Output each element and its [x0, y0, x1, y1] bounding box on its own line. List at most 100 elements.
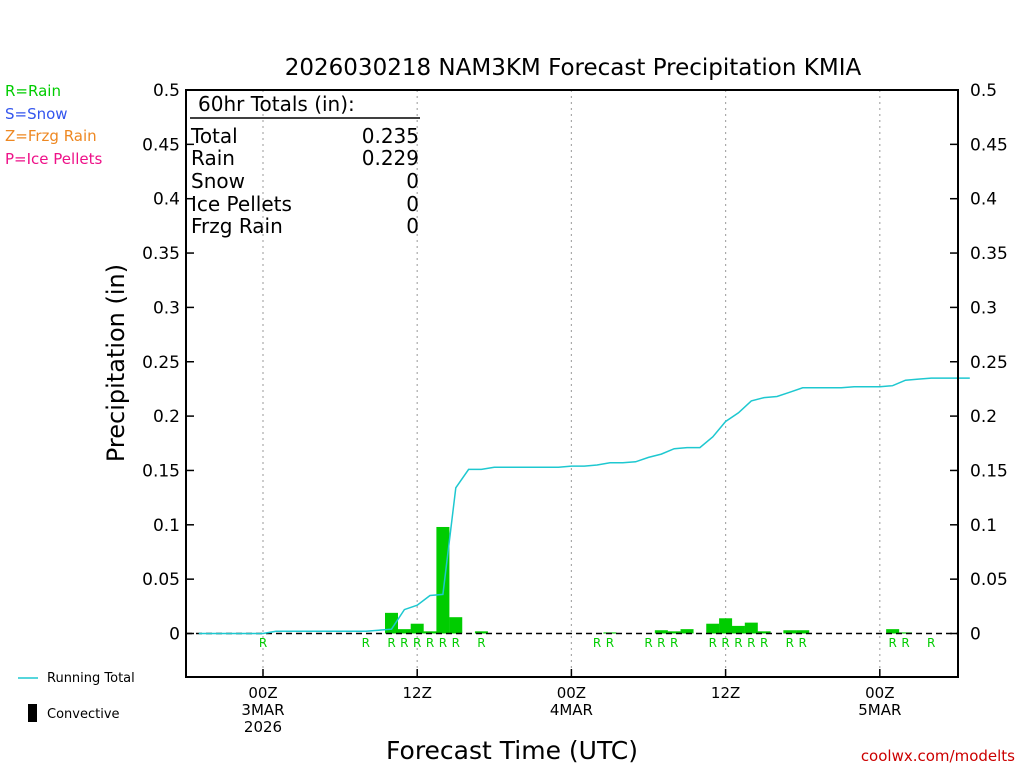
precip-bar-14	[744, 622, 758, 634]
ytick-label-right-6: 0.3	[970, 298, 997, 318]
type-legend-ice-pellets: P=Ice Pellets	[5, 150, 102, 168]
x-axis-label: Forecast Time (UTC)	[386, 736, 638, 765]
ytick-label-left-6: 0.3	[153, 298, 180, 318]
precip-bar-10	[680, 629, 694, 634]
ytick-label-right-0: 0	[970, 625, 981, 645]
totals-ice-pellets-value: 0	[406, 192, 419, 216]
type-marker-14: R	[709, 636, 717, 650]
precip-bar-13	[731, 625, 745, 634]
ytick-label-right-8: 0.4	[970, 190, 997, 210]
totals-box: 60hr Totals (in): Total 0.235 Rain 0.229…	[190, 92, 420, 238]
xtick-label-0-2: 2026	[244, 718, 282, 736]
precip-bar-12	[719, 618, 733, 634]
xtick-label-2-1: 4MAR	[550, 701, 593, 719]
ytick-label-right-3: 0.15	[970, 461, 1008, 481]
precip-bar-19	[899, 632, 912, 634]
type-legend-snow: S=Snow	[5, 105, 68, 123]
ytick-label-left-1: 0.05	[142, 570, 180, 590]
running-total-line	[198, 377, 970, 635]
credit-text: coolwx.com/modelts	[861, 747, 1015, 765]
running-total-legend-label: Running Total	[47, 671, 135, 686]
precip-bar-2	[410, 623, 424, 634]
ytick-label-right-2: 0.1	[970, 516, 997, 536]
type-marker-11: R	[644, 636, 652, 650]
type-marker-21: R	[888, 636, 896, 650]
ytick-label-right-1: 0.05	[970, 570, 1008, 590]
ytick-label-left-8: 0.4	[153, 190, 180, 210]
type-marker-22: R	[901, 636, 909, 650]
totals-total-label: Total	[190, 124, 238, 148]
type-marker-17: R	[747, 636, 755, 650]
y-axis-label: Precipitation (in)	[102, 264, 130, 462]
precip-bar-18	[886, 629, 900, 634]
type-marker-4: R	[413, 636, 421, 650]
ytick-label-right-9: 0.45	[970, 135, 1008, 155]
chart-title: 2026030218 NAM3KM Forecast Precipitation…	[285, 55, 862, 81]
totals-frzg-rain-value: 0	[406, 214, 419, 238]
totals-ice-pellets-label: Ice Pellets	[191, 192, 292, 216]
precip-bar-1	[397, 629, 411, 634]
ytick-label-left-5: 0.25	[142, 353, 180, 373]
ytick-label-right-7: 0.35	[970, 244, 1008, 264]
type-marker-13: R	[670, 636, 678, 650]
ytick-label-left-9: 0.45	[142, 135, 180, 155]
type-marker-2: R	[387, 636, 395, 650]
precip-bar-4	[436, 526, 450, 634]
totals-heading: 60hr Totals (in):	[198, 92, 355, 116]
ytick-label-left-4: 0.2	[153, 407, 180, 427]
type-marker-12: R	[657, 636, 665, 650]
xtick-label-0-1: 3MAR	[241, 701, 284, 719]
type-legend-frzg-rain: Z=Frzg Rain	[5, 127, 97, 145]
xtick-label-4-0: 00Z	[865, 684, 894, 702]
totals-rain-value: 0.229	[362, 146, 419, 170]
type-legend: R=Rain S=Snow Z=Frzg Rain P=Ice Pellets	[5, 82, 102, 168]
ytick-label-right-4: 0.2	[970, 407, 997, 427]
type-marker-18: R	[760, 636, 768, 650]
totals-rain-label: Rain	[191, 146, 235, 170]
ytick-label-left-0: 0	[169, 625, 180, 645]
precip-bar-15	[757, 631, 771, 634]
precip-bar-8	[654, 630, 668, 634]
ytick-label-right-10: 0.5	[970, 81, 997, 101]
type-marker-3: R	[400, 636, 408, 650]
convective-legend-label: Convective	[47, 707, 120, 722]
precip-bar-6	[474, 631, 488, 634]
ytick-label-left-3: 0.15	[142, 461, 180, 481]
ytick-label-left-10: 0.5	[153, 81, 180, 101]
type-marker-5: R	[426, 636, 434, 650]
xtick-label-4-1: 5MAR	[858, 701, 901, 719]
precip-bar-0	[385, 612, 398, 634]
type-marker-8: R	[477, 636, 485, 650]
precip-bar-17	[796, 630, 810, 634]
plot-frame	[185, 89, 959, 678]
precip-bar-16	[783, 630, 797, 634]
type-marker-6: R	[439, 636, 447, 650]
type-marker-1: R	[362, 636, 370, 650]
type-marker-15: R	[721, 636, 729, 650]
xtick-label-2-0: 00Z	[557, 684, 586, 702]
type-marker-23: R	[927, 636, 935, 650]
convective-legend-swatch	[28, 704, 37, 722]
type-marker-16: R	[734, 636, 742, 650]
xtick-label-1-0: 12Z	[403, 684, 432, 702]
type-marker-10: R	[606, 636, 614, 650]
precip-bar-9	[667, 631, 681, 634]
line-legend: Running Total Convective	[18, 671, 135, 722]
vertical-gridlines	[262, 90, 881, 677]
totals-total-value: 0.235	[362, 124, 419, 148]
y-ticks-right: 0 0.05 0.1 0.15 0.2 0.25 0.3 0.35 0.4 0.45 0.5	[950, 81, 1008, 645]
totals-frzg-rain-label: Frzg Rain	[191, 214, 283, 238]
ytick-label-right-5: 0.25	[970, 353, 1008, 373]
y-ticks-left: 0 0.05 0.1 0.15 0.2 0.25 0.3 0.35 0.4 0.45 0.5	[142, 81, 194, 645]
xtick-label-0-0: 00Z	[248, 684, 277, 702]
ytick-label-left-2: 0.1	[153, 516, 180, 536]
type-legend-rain: R=Rain	[5, 82, 61, 100]
precip-bar-5	[449, 617, 463, 634]
type-marker-20: R	[799, 636, 807, 650]
precip-bar-11	[706, 623, 720, 634]
precip-bar-3	[423, 631, 437, 634]
totals-snow-value: 0	[406, 169, 419, 193]
